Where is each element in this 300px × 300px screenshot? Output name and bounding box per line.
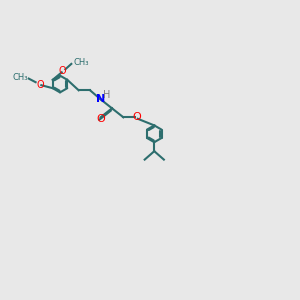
Text: CH₃: CH₃ — [73, 58, 88, 67]
Text: O: O — [36, 80, 44, 90]
Text: H: H — [103, 90, 111, 100]
Text: CH₃: CH₃ — [12, 74, 28, 82]
Text: N: N — [96, 94, 105, 104]
Text: O: O — [132, 112, 141, 122]
Text: O: O — [96, 114, 105, 124]
Text: O: O — [58, 66, 66, 76]
